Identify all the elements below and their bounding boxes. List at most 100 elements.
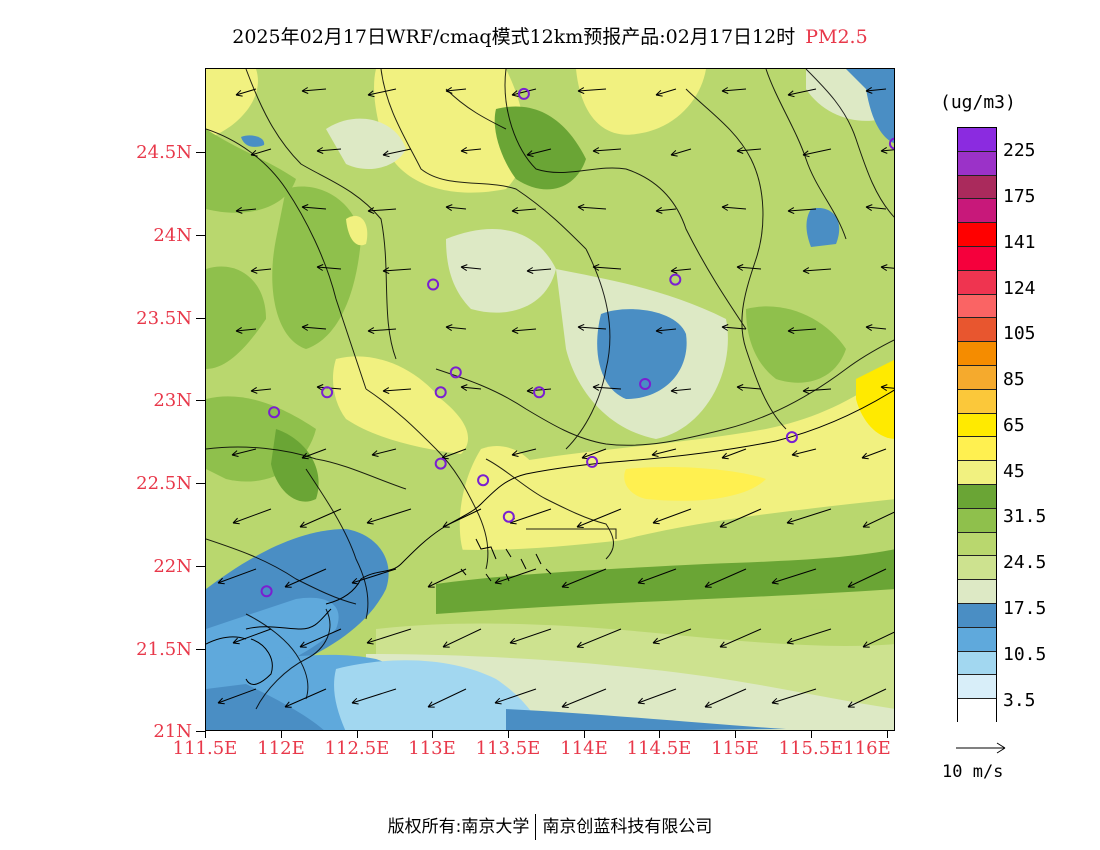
wind-vector-icon: [460, 264, 482, 272]
wind-vector-icon: [217, 568, 257, 585]
legend-swatch: [958, 246, 996, 271]
wind-vector-icon: [231, 448, 257, 457]
lon-tick: [357, 731, 358, 738]
lon-label: 114E: [560, 738, 608, 759]
lat-label: 23.5N: [136, 308, 192, 329]
wind-vector-icon: [445, 86, 467, 94]
legend-swatch: [958, 294, 996, 319]
lon-label: 111.5E: [172, 738, 238, 759]
footer-separator: [535, 814, 537, 840]
wind-vector-icon: [511, 448, 537, 457]
station-marker: [268, 406, 281, 419]
lat-tick: [196, 649, 205, 650]
legend-label: 175: [1003, 186, 1036, 207]
wind-vector-icon: [592, 263, 622, 271]
legend-label: 45: [1003, 461, 1025, 482]
concentration-field: [206, 69, 894, 730]
wind-vector-icon: [316, 147, 342, 154]
wind-vector-icon: [494, 688, 537, 705]
legend-swatch: [958, 437, 996, 462]
legend-unit: (ug/m3): [940, 92, 1016, 113]
wind-vector-icon: [509, 628, 552, 645]
lon-tick: [811, 731, 812, 738]
lon-label: 113E: [408, 738, 456, 759]
wind-vector-icon: [847, 568, 887, 588]
legend-label: 85: [1003, 369, 1025, 390]
title-main: 2025年02月17日WRF/cmaq模式12km预报产品:02月17日12时: [232, 26, 796, 48]
legend-swatch: [958, 128, 996, 152]
legend-swatch: [958, 651, 996, 676]
wind-vector-icon: [371, 448, 397, 457]
wind-vector-icon: [561, 568, 607, 588]
wind-vector-icon: [301, 87, 327, 94]
wind-vector-icon: [382, 148, 412, 158]
legend-swatch: [958, 508, 996, 533]
wind-vector-icon: [786, 628, 832, 645]
station-marker: [477, 474, 490, 487]
legend-swatch: [958, 580, 996, 604]
legend-label: 31.5: [1003, 506, 1047, 527]
wind-vector-icon: [576, 508, 622, 528]
lon-tick: [281, 731, 282, 738]
wind-vector-icon: [250, 386, 272, 394]
legend-label: 65: [1003, 415, 1025, 436]
legend-label: 105: [1003, 323, 1036, 344]
legend-swatch: [958, 627, 996, 652]
station-marker: [260, 585, 273, 598]
wind-vector-icon: [367, 88, 397, 98]
footer-copyright: 版权所有:南京大学: [387, 817, 530, 837]
lat-label: 21N: [153, 721, 192, 742]
lat-label: 22N: [153, 556, 192, 577]
wind-vector-icon: [802, 148, 832, 158]
wind-vector-icon: [526, 148, 552, 157]
wind-vector-icon: [235, 326, 257, 334]
station-marker: [517, 87, 530, 100]
lat-tick: [196, 566, 205, 567]
wind-vector-icon: [301, 324, 327, 331]
legend-label: 124: [1003, 278, 1036, 299]
legend-swatch: [958, 365, 996, 390]
wind-vector-icon: [460, 384, 482, 392]
wind-vector-icon: [865, 86, 887, 94]
legend-label: 141: [1003, 232, 1036, 253]
wind-vector-icon: [366, 508, 412, 525]
map-plot-area: [205, 68, 895, 731]
station-marker: [502, 510, 515, 523]
footer-company: 南京创蓝科技有限公司: [542, 817, 713, 837]
station-marker: [427, 278, 440, 291]
wind-vector-icon: [861, 448, 887, 460]
lon-tick: [735, 731, 736, 738]
station-marker: [533, 386, 546, 399]
lon-tick: [887, 731, 888, 738]
lon-tick: [584, 731, 585, 738]
wind-vector-icon: [771, 568, 817, 585]
wind-vector-icon: [511, 88, 537, 97]
wind-vector-icon: [736, 384, 762, 391]
lat-label: 22.5N: [136, 473, 192, 494]
legend-swatch: [958, 318, 996, 343]
wind-vector-icon: [427, 688, 467, 708]
wind-vector-icon: [250, 266, 272, 274]
wind-vector-icon: [862, 511, 894, 528]
wind-vector-icon: [235, 88, 257, 97]
wind-vector-icon: [721, 324, 747, 331]
station-marker: [888, 137, 894, 150]
lon-label: 113.5E: [475, 738, 541, 759]
legend-swatch: [958, 413, 996, 438]
wind-vector-icon: [736, 147, 762, 154]
lon-label: 116E: [843, 738, 891, 759]
station-marker: [669, 273, 682, 286]
wind-vector-icon: [670, 148, 692, 157]
wind-vector-icon: [592, 147, 622, 155]
wind-vector-icon: [301, 204, 327, 211]
station-marker: [449, 366, 462, 379]
wind-vector-icon: [670, 386, 692, 394]
wind-vector-icon: [786, 508, 832, 525]
legend-label: 17.5: [1003, 598, 1047, 619]
wind-vector-icon: [704, 688, 747, 708]
wind-vector-icon: [862, 631, 894, 648]
wind-vector-icon: [232, 508, 272, 525]
wind-vector-icon: [442, 508, 482, 528]
legend-swatch: [958, 223, 996, 247]
wind-vector-icon: [652, 508, 692, 525]
